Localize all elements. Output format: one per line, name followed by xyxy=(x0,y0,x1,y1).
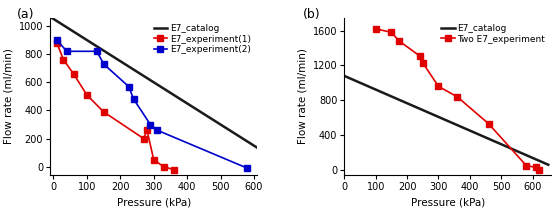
E7_experiment(2) xyxy=(94,50,100,53)
E7_experiment(1) xyxy=(60,58,67,61)
Two E7_experiment xyxy=(416,55,423,57)
E7_experiment(2) xyxy=(147,123,154,126)
E7_experiment(2) xyxy=(130,98,137,101)
E7_experiment(2) xyxy=(125,85,132,88)
Two E7_experiment xyxy=(419,62,426,64)
E7_experiment(2) xyxy=(154,129,160,131)
Line: E7_experiment(1): E7_experiment(1) xyxy=(54,40,177,172)
E7_experiment(1) xyxy=(84,94,90,96)
Two E7_experiment xyxy=(435,85,442,88)
Two E7_experiment xyxy=(523,164,530,167)
Two E7_experiment xyxy=(396,40,403,42)
E7_experiment(1) xyxy=(140,137,147,140)
Two E7_experiment xyxy=(454,95,461,98)
Y-axis label: Flow rate (ml/min): Flow rate (ml/min) xyxy=(297,48,307,144)
Line: Two E7_experiment: Two E7_experiment xyxy=(373,26,541,173)
E7_experiment(1) xyxy=(170,168,177,171)
E7_experiment(1) xyxy=(160,165,167,168)
Two E7_experiment xyxy=(485,122,492,125)
Two E7_experiment xyxy=(535,169,542,171)
E7_experiment(1) xyxy=(150,158,157,161)
E7_experiment(1) xyxy=(70,72,77,75)
E7_experiment(2) xyxy=(100,63,107,65)
E7_experiment(2) xyxy=(244,167,251,170)
Text: (a): (a) xyxy=(17,8,35,21)
Legend: E7_catalog, Two E7_experiment: E7_catalog, Two E7_experiment xyxy=(439,22,547,46)
E7_experiment(1) xyxy=(100,111,107,113)
E7_experiment(1) xyxy=(53,42,60,44)
Y-axis label: Flow rate (ml/min): Flow rate (ml/min) xyxy=(3,48,13,144)
E7_experiment(1) xyxy=(144,129,150,131)
Two E7_experiment xyxy=(372,28,379,30)
Line: E7_experiment(2): E7_experiment(2) xyxy=(54,37,250,171)
Text: (b): (b) xyxy=(303,8,320,21)
Two E7_experiment xyxy=(532,166,539,169)
X-axis label: Pressure (kPa): Pressure (kPa) xyxy=(116,198,191,208)
E7_experiment(2) xyxy=(53,39,60,41)
X-axis label: Pressure (kPa): Pressure (kPa) xyxy=(411,198,485,208)
Legend: E7_catalog, E7_experiment(1), E7_experiment(2): E7_catalog, E7_experiment(1), E7_experim… xyxy=(152,22,253,56)
E7_experiment(2) xyxy=(63,50,70,53)
Two E7_experiment xyxy=(388,31,395,34)
